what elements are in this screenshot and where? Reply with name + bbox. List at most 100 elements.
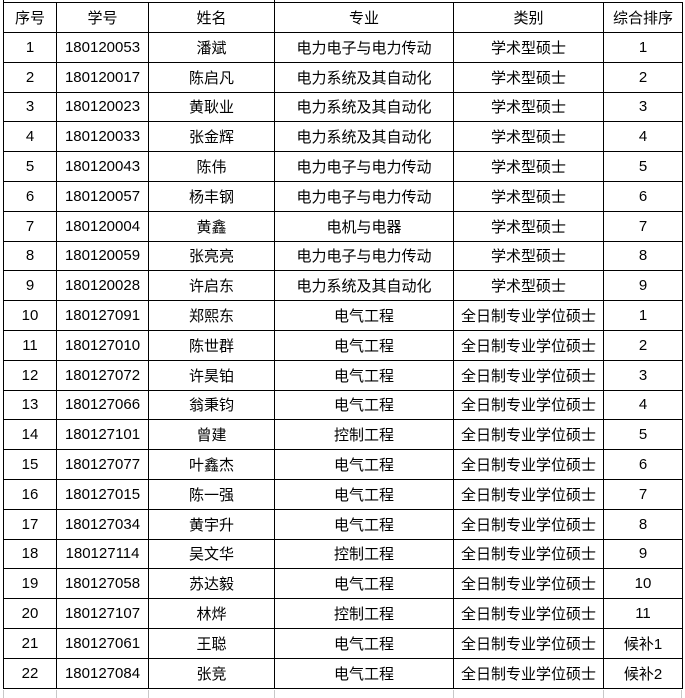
table-cell[interactable]: 2 [603,61,683,93]
table-cell[interactable]: 电力系统及其自动化 [274,61,454,93]
table-cell[interactable]: 180127084 [56,657,149,689]
column-header-category[interactable]: 类别 [453,2,604,33]
table-cell[interactable]: 180127061 [56,627,149,659]
table-cell[interactable]: 学术型硕士 [453,32,604,63]
table-cell[interactable]: 180127034 [56,508,149,540]
table-cell[interactable]: 1 [603,300,683,331]
table-cell[interactable]: 180120053 [56,32,149,63]
table-cell[interactable]: 180127010 [56,329,149,361]
table-cell[interactable]: 候补2 [603,657,683,689]
table-cell[interactable]: 18 [3,538,57,570]
table-cell[interactable]: 陈伟 [148,151,275,182]
table-cell[interactable]: 控制工程 [274,598,454,629]
table-cell[interactable]: 电力电子与电力传动 [274,151,454,182]
table-cell[interactable]: 张金辉 [148,121,275,153]
table-cell[interactable]: 全日制专业学位硕士 [453,389,604,421]
table-cell[interactable]: 6 [603,180,683,212]
table-cell[interactable]: 电气工程 [274,449,454,480]
table-cell[interactable]: 180127015 [56,478,149,510]
table-cell[interactable]: 180120017 [56,61,149,93]
table-cell[interactable]: 9 [603,538,683,570]
table-cell[interactable]: 10 [603,568,683,600]
table-cell[interactable]: 180120028 [56,270,149,302]
table-cell[interactable]: 180127072 [56,359,149,391]
table-cell[interactable]: 陈世群 [148,329,275,361]
table-cell[interactable]: 全日制专业学位硕士 [453,538,604,570]
column-header-major[interactable]: 专业 [274,2,454,33]
table-cell[interactable]: 林烨 [148,598,275,629]
table-cell[interactable]: 黄耿业 [148,91,275,123]
table-cell[interactable]: 19 [3,568,57,600]
table-cell[interactable]: 180120023 [56,91,149,123]
table-cell[interactable]: 电力电子与电力传动 [274,32,454,63]
table-cell[interactable]: 候补1 [603,627,683,659]
table-cell[interactable]: 11 [3,329,57,361]
table-cell[interactable]: 全日制专业学位硕士 [453,568,604,600]
table-cell[interactable]: 1 [603,32,683,63]
table-cell[interactable]: 电气工程 [274,478,454,510]
table-cell[interactable]: 电气工程 [274,359,454,391]
column-header-name[interactable]: 姓名 [148,2,275,33]
table-cell[interactable]: 180120057 [56,180,149,212]
table-cell[interactable]: 翁秉钧 [148,389,275,421]
table-cell[interactable]: 全日制专业学位硕士 [453,329,604,361]
table-cell[interactable]: 黄鑫 [148,210,275,242]
table-cell[interactable]: 全日制专业学位硕士 [453,598,604,629]
table-cell[interactable]: 学术型硕士 [453,210,604,242]
table-cell[interactable]: 5 [603,151,683,182]
table-cell[interactable]: 全日制专业学位硕士 [453,657,604,689]
table-cell[interactable]: 2 [603,329,683,361]
table-cell[interactable]: 5 [603,419,683,451]
table-cell[interactable]: 16 [3,478,57,510]
table-cell[interactable]: 电气工程 [274,329,454,361]
table-cell[interactable]: 180127107 [56,598,149,629]
table-cell[interactable]: 黄宇升 [148,508,275,540]
table-cell[interactable]: 3 [603,359,683,391]
table-cell[interactable]: 10 [3,300,57,331]
table-cell[interactable]: 9 [3,270,57,302]
table-cell[interactable]: 张亮亮 [148,240,275,272]
table-cell[interactable]: 苏达毅 [148,568,275,600]
table-cell[interactable]: 陈一强 [148,478,275,510]
table-cell[interactable]: 180127101 [56,419,149,451]
table-cell[interactable]: 3 [603,91,683,123]
table-cell[interactable]: 全日制专业学位硕士 [453,419,604,451]
table-cell[interactable]: 180120043 [56,151,149,182]
table-cell[interactable]: 11 [603,598,683,629]
table-cell[interactable]: 电机与电器 [274,210,454,242]
column-header-student-id[interactable]: 学号 [56,2,149,33]
table-cell[interactable]: 学术型硕士 [453,180,604,212]
table-cell[interactable]: 12 [3,359,57,391]
table-cell[interactable]: 2 [3,61,57,93]
table-cell[interactable]: 180127114 [56,538,149,570]
table-cell[interactable]: 8 [3,240,57,272]
table-cell[interactable]: 控制工程 [274,538,454,570]
table-cell[interactable]: 9 [603,270,683,302]
table-cell[interactable]: 学术型硕士 [453,61,604,93]
table-cell[interactable]: 曾建 [148,419,275,451]
table-cell[interactable]: 17 [3,508,57,540]
table-cell[interactable]: 7 [603,478,683,510]
table-cell[interactable]: 15 [3,449,57,480]
table-cell[interactable]: 控制工程 [274,419,454,451]
table-cell[interactable]: 电气工程 [274,389,454,421]
table-cell[interactable]: 180120033 [56,121,149,153]
table-cell[interactable]: 学术型硕士 [453,240,604,272]
table-cell[interactable]: 22 [3,657,57,689]
table-cell[interactable]: 全日制专业学位硕士 [453,300,604,331]
table-cell[interactable]: 电力电子与电力传动 [274,180,454,212]
table-cell[interactable]: 5 [3,151,57,182]
table-cell[interactable]: 电力系统及其自动化 [274,121,454,153]
table-cell[interactable]: 电力电子与电力传动 [274,240,454,272]
table-cell[interactable]: 1 [3,32,57,63]
table-cell[interactable]: 180127077 [56,449,149,480]
table-cell[interactable]: 电气工程 [274,568,454,600]
table-cell[interactable]: 全日制专业学位硕士 [453,449,604,480]
table-cell[interactable]: 王聪 [148,627,275,659]
table-cell[interactable]: 3 [3,91,57,123]
table-cell[interactable]: 13 [3,389,57,421]
table-cell[interactable]: 8 [603,240,683,272]
table-cell[interactable]: 许昊铂 [148,359,275,391]
table-cell[interactable]: 学术型硕士 [453,91,604,123]
table-cell[interactable]: 叶鑫杰 [148,449,275,480]
